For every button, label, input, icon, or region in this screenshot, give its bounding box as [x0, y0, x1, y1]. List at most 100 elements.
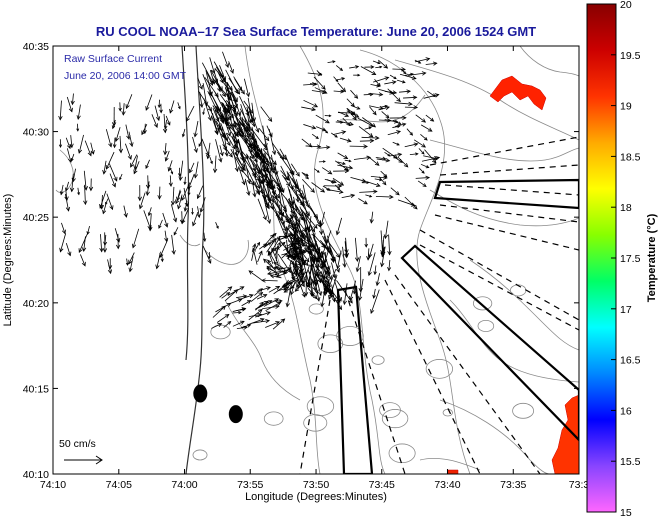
- current-vector-head: [402, 80, 406, 84]
- current-vector: [311, 182, 325, 193]
- current-vector: [326, 179, 334, 183]
- current-vector: [154, 105, 160, 121]
- current-vector-head: [427, 127, 433, 132]
- current-vector-head: [272, 247, 277, 252]
- current-vector: [217, 71, 224, 83]
- current-vector-head: [266, 311, 271, 316]
- current-vector: [307, 72, 322, 75]
- depth-contour: [359, 49, 471, 474]
- current-vector: [308, 216, 312, 233]
- current-vector-head: [157, 195, 162, 200]
- current-vector: [373, 77, 389, 83]
- current-vector-head: [293, 207, 298, 212]
- current-vector-head: [253, 157, 258, 163]
- current-vector-head: [285, 218, 290, 223]
- current-vector: [230, 91, 238, 108]
- current-vector-head: [265, 318, 271, 324]
- current-vector-head: [177, 204, 182, 210]
- current-vector-head: [237, 127, 243, 132]
- current-vector: [219, 145, 224, 156]
- current-vector: [215, 105, 223, 121]
- current-vector: [259, 181, 269, 207]
- current-vector: [206, 72, 213, 86]
- current-vector: [316, 251, 322, 269]
- colorbar-tick-label: 16.5: [620, 355, 641, 367]
- current-vector: [359, 191, 377, 193]
- current-vector-head: [330, 258, 335, 264]
- depth-contour: [449, 299, 579, 383]
- current-vector: [263, 165, 268, 178]
- current-vector: [274, 162, 278, 175]
- current-vector: [418, 167, 425, 174]
- current-vector: [181, 182, 191, 201]
- current-vector: [281, 250, 296, 256]
- current-vector-head: [271, 189, 277, 195]
- current-vector-head: [228, 86, 233, 91]
- current-vector-head: [114, 137, 119, 143]
- current-vector: [313, 234, 326, 248]
- current-vector: [165, 115, 171, 126]
- current-vector: [267, 270, 283, 275]
- current-vector: [350, 89, 358, 99]
- current-vector-head: [264, 158, 269, 163]
- current-vector: [301, 138, 312, 148]
- current-vector-head: [375, 281, 380, 287]
- current-vector-head: [158, 224, 162, 229]
- current-vector: [273, 262, 284, 269]
- current-vector-head: [172, 217, 178, 223]
- current-vector-head: [305, 257, 310, 263]
- current-vector-head: [356, 106, 361, 110]
- current-vector: [115, 127, 121, 142]
- current-vector-head: [373, 189, 378, 194]
- current-vector-head: [138, 204, 144, 210]
- current-vector: [228, 121, 238, 136]
- current-vector-head: [175, 199, 180, 205]
- current-vector-head: [383, 234, 389, 240]
- current-vector-head: [327, 275, 332, 281]
- x-tick-label: 73:35: [500, 479, 526, 491]
- current-vector-head: [173, 231, 177, 236]
- current-vector-head: [102, 248, 108, 253]
- current-vector-head: [344, 113, 350, 117]
- current-vector: [322, 185, 331, 191]
- current-vector-head: [317, 257, 322, 263]
- current-vector-head: [316, 296, 321, 302]
- current-vector-head: [248, 293, 254, 299]
- current-vector: [333, 90, 344, 93]
- current-vector: [60, 233, 67, 252]
- current-vector-head: [370, 309, 375, 315]
- current-vector: [322, 229, 328, 243]
- current-vector: [145, 159, 150, 169]
- current-vector: [303, 83, 316, 86]
- current-vector: [257, 250, 263, 263]
- current-vector-head: [290, 214, 295, 219]
- current-vector-head: [256, 241, 261, 246]
- current-vector-head: [317, 291, 323, 297]
- current-vector: [102, 202, 107, 214]
- current-vector-head: [290, 290, 295, 296]
- current-vector-head: [300, 276, 304, 281]
- current-vector-head: [374, 135, 380, 141]
- current-vector-head: [366, 181, 370, 185]
- current-vector-head: [322, 160, 326, 163]
- current-vector: [375, 66, 382, 69]
- current-vector-head: [262, 294, 268, 298]
- current-vector: [254, 288, 263, 296]
- current-vector: [231, 91, 241, 116]
- current-vector-head: [235, 89, 241, 95]
- current-vector: [381, 246, 385, 257]
- current-vector: [370, 175, 387, 179]
- current-vector: [106, 193, 113, 210]
- current-vector: [297, 279, 302, 289]
- current-vector-head: [262, 194, 268, 200]
- depth-contour: [204, 239, 249, 265]
- current-vector-head: [207, 116, 212, 122]
- current-vector: [337, 152, 348, 159]
- current-vector: [284, 207, 289, 223]
- current-vector: [268, 188, 274, 203]
- current-vector: [301, 178, 315, 193]
- current-vector-head: [387, 250, 392, 256]
- current-vector-head: [216, 225, 219, 230]
- y-axis-ticks: 40:10 40:15 40:20 40:25 40:30 40:35: [23, 41, 579, 481]
